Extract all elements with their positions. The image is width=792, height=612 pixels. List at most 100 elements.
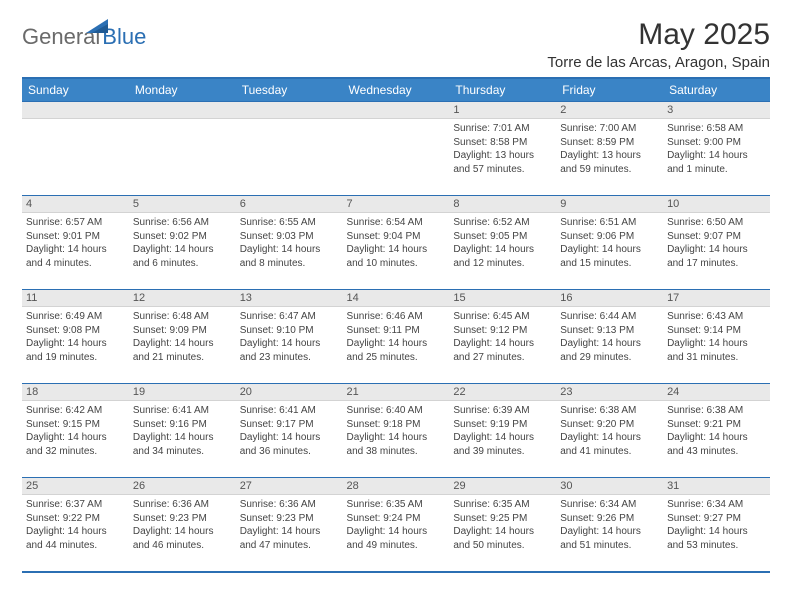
calendar-day-cell: 4Sunrise: 6:57 AMSunset: 9:01 PMDaylight… xyxy=(22,196,129,290)
calendar-week-row: 11Sunrise: 6:49 AMSunset: 9:08 PMDayligh… xyxy=(22,290,770,384)
calendar-day-cell: 23Sunrise: 6:38 AMSunset: 9:20 PMDayligh… xyxy=(556,384,663,478)
day-number xyxy=(343,102,450,119)
daylight-text: Daylight: 14 hours and 39 minutes. xyxy=(453,431,552,458)
day-number: 19 xyxy=(129,384,236,401)
day-body: Sunrise: 6:38 AMSunset: 9:21 PMDaylight:… xyxy=(663,401,770,460)
day-body: Sunrise: 6:55 AMSunset: 9:03 PMDaylight:… xyxy=(236,213,343,272)
day-body: Sunrise: 6:41 AMSunset: 9:16 PMDaylight:… xyxy=(129,401,236,460)
calendar-day-cell: 11Sunrise: 6:49 AMSunset: 9:08 PMDayligh… xyxy=(22,290,129,384)
daylight-text: Daylight: 14 hours and 47 minutes. xyxy=(240,525,339,552)
sunrise-text: Sunrise: 6:58 AM xyxy=(667,122,766,136)
day-number xyxy=(129,102,236,119)
sunset-text: Sunset: 9:10 PM xyxy=(240,324,339,338)
day-number: 23 xyxy=(556,384,663,401)
brand-part2: Blue xyxy=(102,24,146,50)
sunset-text: Sunset: 9:09 PM xyxy=(133,324,232,338)
day-body: Sunrise: 6:57 AMSunset: 9:01 PMDaylight:… xyxy=(22,213,129,272)
day-body: Sunrise: 6:42 AMSunset: 9:15 PMDaylight:… xyxy=(22,401,129,460)
day-body: Sunrise: 6:46 AMSunset: 9:11 PMDaylight:… xyxy=(343,307,450,366)
day-body: Sunrise: 6:34 AMSunset: 9:27 PMDaylight:… xyxy=(663,495,770,554)
day-body: Sunrise: 6:39 AMSunset: 9:19 PMDaylight:… xyxy=(449,401,556,460)
sunrise-text: Sunrise: 6:37 AM xyxy=(26,498,125,512)
daylight-text: Daylight: 14 hours and 25 minutes. xyxy=(347,337,446,364)
day-body xyxy=(343,119,450,179)
sunrise-text: Sunrise: 7:01 AM xyxy=(453,122,552,136)
sunset-text: Sunset: 9:06 PM xyxy=(560,230,659,244)
brand-triangle-icon xyxy=(148,27,170,48)
day-number: 6 xyxy=(236,196,343,213)
calendar-day-cell: 19Sunrise: 6:41 AMSunset: 9:16 PMDayligh… xyxy=(129,384,236,478)
daylight-text: Daylight: 14 hours and 27 minutes. xyxy=(453,337,552,364)
day-body: Sunrise: 6:48 AMSunset: 9:09 PMDaylight:… xyxy=(129,307,236,366)
daylight-text: Daylight: 14 hours and 50 minutes. xyxy=(453,525,552,552)
sunset-text: Sunset: 9:27 PM xyxy=(667,512,766,526)
sunset-text: Sunset: 9:11 PM xyxy=(347,324,446,338)
sunset-text: Sunset: 9:21 PM xyxy=(667,418,766,432)
day-body: Sunrise: 7:00 AMSunset: 8:59 PMDaylight:… xyxy=(556,119,663,178)
weekday-header: Saturday xyxy=(663,78,770,102)
sunset-text: Sunset: 9:00 PM xyxy=(667,136,766,150)
day-number: 27 xyxy=(236,478,343,495)
day-body: Sunrise: 6:51 AMSunset: 9:06 PMDaylight:… xyxy=(556,213,663,272)
calendar-page: GeneralBlue May 2025 Torre de las Arcas,… xyxy=(0,0,792,583)
sunrise-text: Sunrise: 6:48 AM xyxy=(133,310,232,324)
daylight-text: Daylight: 13 hours and 57 minutes. xyxy=(453,149,552,176)
sunrise-text: Sunrise: 6:34 AM xyxy=(667,498,766,512)
calendar-day-cell: 9Sunrise: 6:51 AMSunset: 9:06 PMDaylight… xyxy=(556,196,663,290)
sunset-text: Sunset: 9:07 PM xyxy=(667,230,766,244)
daylight-text: Daylight: 14 hours and 46 minutes. xyxy=(133,525,232,552)
calendar-day-cell xyxy=(343,102,450,196)
day-number: 15 xyxy=(449,290,556,307)
daylight-text: Daylight: 14 hours and 8 minutes. xyxy=(240,243,339,270)
daylight-text: Daylight: 14 hours and 41 minutes. xyxy=(560,431,659,458)
weekday-header: Sunday xyxy=(22,78,129,102)
day-body: Sunrise: 6:54 AMSunset: 9:04 PMDaylight:… xyxy=(343,213,450,272)
sunset-text: Sunset: 9:18 PM xyxy=(347,418,446,432)
calendar-day-cell: 25Sunrise: 6:37 AMSunset: 9:22 PMDayligh… xyxy=(22,478,129,572)
weekday-header: Thursday xyxy=(449,78,556,102)
title-block: May 2025 Torre de las Arcas, Aragon, Spa… xyxy=(547,18,770,71)
daylight-text: Daylight: 14 hours and 12 minutes. xyxy=(453,243,552,270)
calendar-day-cell: 8Sunrise: 6:52 AMSunset: 9:05 PMDaylight… xyxy=(449,196,556,290)
day-number: 22 xyxy=(449,384,556,401)
sunrise-text: Sunrise: 6:41 AM xyxy=(133,404,232,418)
sunrise-text: Sunrise: 6:54 AM xyxy=(347,216,446,230)
day-body: Sunrise: 6:36 AMSunset: 9:23 PMDaylight:… xyxy=(236,495,343,554)
sunset-text: Sunset: 9:05 PM xyxy=(453,230,552,244)
sunrise-text: Sunrise: 6:36 AM xyxy=(240,498,339,512)
sunrise-text: Sunrise: 7:00 AM xyxy=(560,122,659,136)
daylight-text: Daylight: 14 hours and 21 minutes. xyxy=(133,337,232,364)
day-number: 13 xyxy=(236,290,343,307)
sunrise-text: Sunrise: 6:40 AM xyxy=(347,404,446,418)
calendar-day-cell: 21Sunrise: 6:40 AMSunset: 9:18 PMDayligh… xyxy=(343,384,450,478)
calendar-day-cell: 10Sunrise: 6:50 AMSunset: 9:07 PMDayligh… xyxy=(663,196,770,290)
day-number: 7 xyxy=(343,196,450,213)
day-body: Sunrise: 6:44 AMSunset: 9:13 PMDaylight:… xyxy=(556,307,663,366)
calendar-day-cell xyxy=(129,102,236,196)
day-body xyxy=(22,119,129,179)
day-number: 31 xyxy=(663,478,770,495)
calendar-day-cell: 26Sunrise: 6:36 AMSunset: 9:23 PMDayligh… xyxy=(129,478,236,572)
calendar-week-row: 4Sunrise: 6:57 AMSunset: 9:01 PMDaylight… xyxy=(22,196,770,290)
sunrise-text: Sunrise: 6:55 AM xyxy=(240,216,339,230)
daylight-text: Daylight: 14 hours and 32 minutes. xyxy=(26,431,125,458)
sunrise-text: Sunrise: 6:49 AM xyxy=(26,310,125,324)
sunrise-text: Sunrise: 6:38 AM xyxy=(667,404,766,418)
calendar-day-cell xyxy=(22,102,129,196)
calendar-day-cell: 6Sunrise: 6:55 AMSunset: 9:03 PMDaylight… xyxy=(236,196,343,290)
daylight-text: Daylight: 14 hours and 31 minutes. xyxy=(667,337,766,364)
sunrise-text: Sunrise: 6:46 AM xyxy=(347,310,446,324)
day-number: 3 xyxy=(663,102,770,119)
day-body xyxy=(236,119,343,179)
weekday-header-row: SundayMondayTuesdayWednesdayThursdayFrid… xyxy=(22,78,770,102)
sunrise-text: Sunrise: 6:57 AM xyxy=(26,216,125,230)
calendar-day-cell: 24Sunrise: 6:38 AMSunset: 9:21 PMDayligh… xyxy=(663,384,770,478)
daylight-text: Daylight: 14 hours and 19 minutes. xyxy=(26,337,125,364)
calendar-day-cell: 3Sunrise: 6:58 AMSunset: 9:00 PMDaylight… xyxy=(663,102,770,196)
calendar-day-cell: 13Sunrise: 6:47 AMSunset: 9:10 PMDayligh… xyxy=(236,290,343,384)
day-number: 10 xyxy=(663,196,770,213)
day-number: 25 xyxy=(22,478,129,495)
sunrise-text: Sunrise: 6:52 AM xyxy=(453,216,552,230)
calendar-day-cell: 16Sunrise: 6:44 AMSunset: 9:13 PMDayligh… xyxy=(556,290,663,384)
calendar-body: 1Sunrise: 7:01 AMSunset: 8:58 PMDaylight… xyxy=(22,102,770,572)
